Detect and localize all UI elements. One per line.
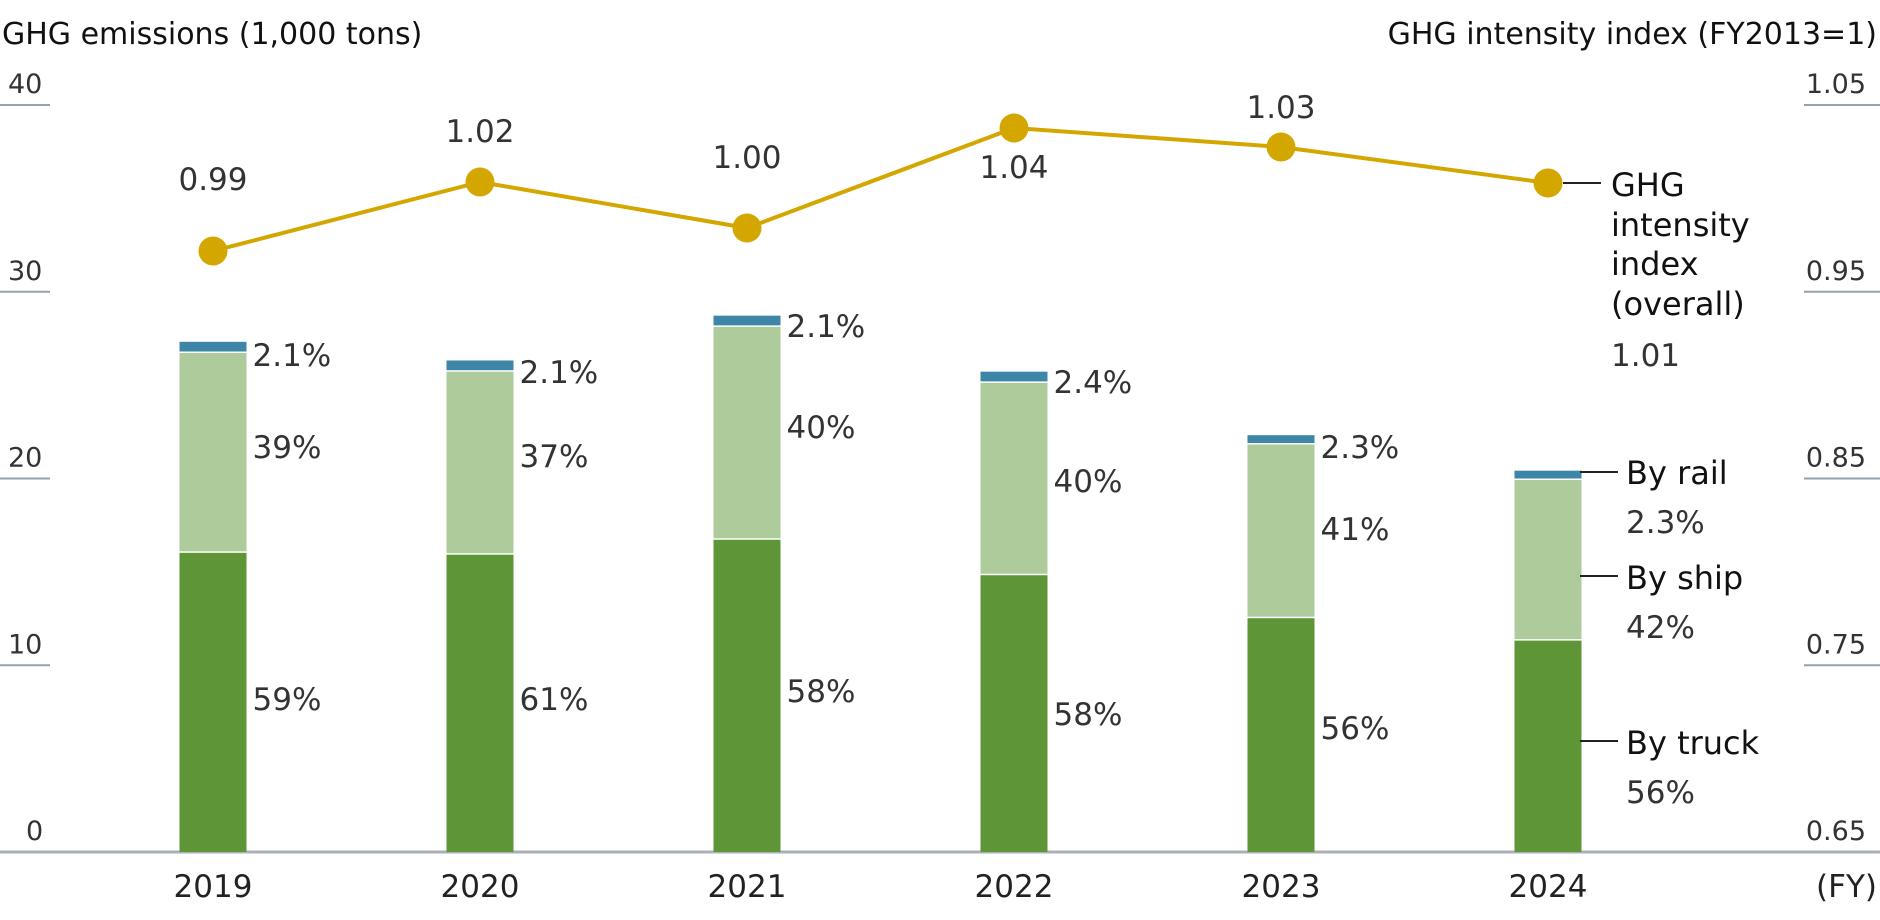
intensity-point — [198, 236, 228, 266]
intensity-value-label: 1.02 — [445, 114, 514, 150]
intensity-value-label: 1.04 — [979, 150, 1048, 186]
intensity-line-path — [212, 125, 1549, 253]
share-label: 58% — [1054, 697, 1123, 733]
legend-truck-value: 56% — [1626, 775, 1695, 811]
bar-segment-by-truck — [179, 552, 247, 852]
bar-segment-by-truck — [446, 554, 514, 852]
bar-segment-by-truck — [713, 539, 781, 852]
x-axis-labels: 2019 2020 2021 2022 2023 2024 — [174, 869, 1588, 905]
right-tick-label: 1.05 — [1806, 69, 1866, 100]
left-tick-label: 10 — [8, 629, 42, 660]
right-tick-label: 0.95 — [1806, 256, 1866, 287]
share-label: 56% — [1321, 711, 1390, 747]
legend-ship-value: 42% — [1626, 610, 1695, 646]
left-tick-label: 20 — [8, 443, 42, 474]
bar-segment-by-ship — [980, 382, 1048, 574]
right-tick-label: 0.85 — [1806, 443, 1866, 474]
bar-segment-by-rail — [446, 360, 514, 371]
x-tick-label: 2023 — [1242, 869, 1321, 905]
legend-line-label-3: index — [1611, 245, 1699, 283]
intensity-point — [1533, 168, 1563, 198]
x-tick-label: 2021 — [708, 869, 787, 905]
share-label: 58% — [787, 674, 856, 710]
share-label: 40% — [1054, 464, 1123, 500]
legend-line-value: 1.01 — [1611, 338, 1680, 374]
intensity-point — [465, 167, 495, 197]
share-label: 37% — [520, 439, 589, 475]
bar-segment-by-truck — [1514, 640, 1582, 852]
bar-segment-by-ship — [713, 326, 781, 539]
legend-ship-label: By ship — [1626, 559, 1743, 597]
bar-segment-by-ship — [179, 353, 247, 552]
x-tick-label: 2022 — [975, 869, 1054, 905]
bar-segment-by-rail — [1247, 435, 1315, 444]
intensity-value-label: 1.00 — [712, 140, 781, 176]
share-label: 2.3% — [1321, 430, 1400, 466]
left-tick-label: 30 — [8, 256, 42, 287]
right-tick-label: 0.65 — [1806, 816, 1866, 847]
share-label: 2.1% — [787, 309, 866, 345]
bar-segment-by-truck — [980, 575, 1048, 852]
share-label: 2.1% — [520, 355, 599, 391]
share-label: 2.4% — [1054, 365, 1133, 401]
share-label: 40% — [787, 410, 856, 446]
legend-rail-label: By rail — [1626, 454, 1728, 492]
bar-segment-by-truck — [1247, 618, 1315, 852]
share-label: 2.1% — [253, 338, 332, 374]
right-tick-label: 0.75 — [1806, 629, 1866, 660]
legend-line-label-1: GHG — [1611, 166, 1685, 204]
bar-segment-by-rail — [980, 371, 1048, 382]
share-labels: 2.1% 39% 59% 2.1% 37% 61% 2.1% 40% 58% 2.4% 40% 58%… — [253, 309, 1400, 747]
share-label: 39% — [253, 430, 322, 466]
legend: GHG intensity index (overall) 1.01 By ra… — [1563, 166, 1760, 811]
bar-segment-by-ship — [1247, 444, 1315, 617]
bar-segment-by-ship — [1514, 480, 1582, 640]
bar-segment-by-rail — [713, 315, 781, 326]
right-axis: 0.65 0.75 0.85 0.95 1.05 — [1804, 69, 1880, 847]
x-axis-unit: (FY) — [1816, 869, 1877, 905]
left-tick-label: 0 — [26, 816, 43, 847]
legend-line-label-4: (overall) — [1611, 285, 1745, 323]
share-label: 59% — [253, 682, 322, 718]
x-tick-label: 2024 — [1509, 869, 1588, 905]
share-label: 61% — [520, 682, 589, 718]
legend-truck-label: By truck — [1626, 724, 1760, 762]
legend-rail-value: 2.3% — [1626, 505, 1705, 541]
intensity-value-label: 0.99 — [178, 162, 247, 198]
bar-segment-by-rail — [1514, 470, 1582, 479]
left-tick-label: 40 — [8, 69, 42, 100]
intensity-point — [999, 113, 1029, 143]
legend-line-label-2: intensity — [1611, 206, 1750, 244]
intensity-line: 0.99 1.02 1.00 1.04 1.03 — [178, 90, 1563, 266]
intensity-point — [1266, 132, 1296, 162]
intensity-value-label: 1.03 — [1246, 90, 1315, 126]
left-axis-title: GHG emissions (1,000 tons) — [2, 17, 422, 52]
share-label: 41% — [1321, 512, 1390, 548]
bar-segment-by-rail — [179, 341, 247, 352]
intensity-point — [732, 213, 762, 243]
x-tick-label: 2019 — [174, 869, 253, 905]
right-axis-title: GHG intensity index (FY2013=1) — [1388, 17, 1877, 52]
x-tick-label: 2020 — [441, 869, 520, 905]
bar-segment-by-ship — [446, 371, 514, 554]
stacked-bars — [179, 315, 1582, 852]
left-axis: 0 10 20 30 40 — [0, 69, 50, 847]
